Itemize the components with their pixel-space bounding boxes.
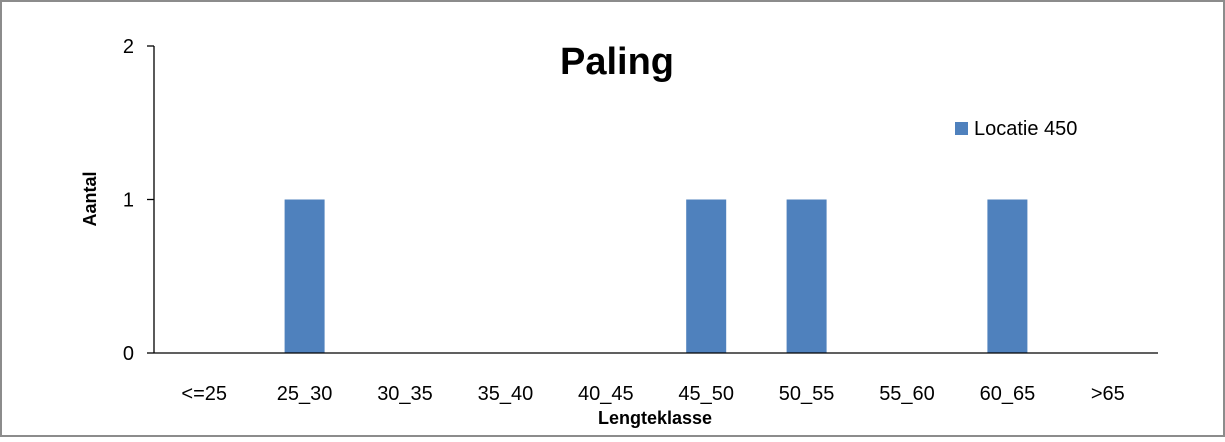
legend: Locatie 450 (955, 118, 1077, 140)
x-tick-label: 50_55 (779, 383, 835, 405)
x-tick-label: 35_40 (478, 383, 534, 405)
x-tick-label: <=25 (181, 383, 227, 405)
x-tick-label: 25_30 (277, 383, 333, 405)
bar-45_50 (686, 199, 727, 353)
y-tick-label: 2 (123, 36, 134, 58)
plot-area: 0 1 2 <=25 25_30 30_35 35_40 40_45 45_50 50_55 55_… (123, 36, 1158, 405)
x-tick-label: >65 (1091, 383, 1125, 405)
chart-title: Paling (560, 41, 674, 83)
x-tick-label: 30_35 (377, 383, 433, 405)
y-tick-label: 1 (123, 190, 134, 212)
x-tick-label: 45_50 (678, 383, 734, 405)
x-axis-title: Lengteklasse (598, 408, 712, 428)
y-tick-label: 0 (123, 343, 134, 365)
bar-60_65 (987, 199, 1028, 353)
x-tick-label: 40_45 (578, 383, 634, 405)
y-axis-title: Aantal (80, 171, 100, 226)
bar-25_30 (284, 199, 325, 353)
legend-label: Locatie 450 (974, 118, 1077, 140)
legend-swatch (955, 122, 968, 135)
x-tick-label: 60_65 (980, 383, 1036, 405)
bar-50_55 (786, 199, 827, 353)
x-tick-label: 55_60 (879, 383, 935, 405)
